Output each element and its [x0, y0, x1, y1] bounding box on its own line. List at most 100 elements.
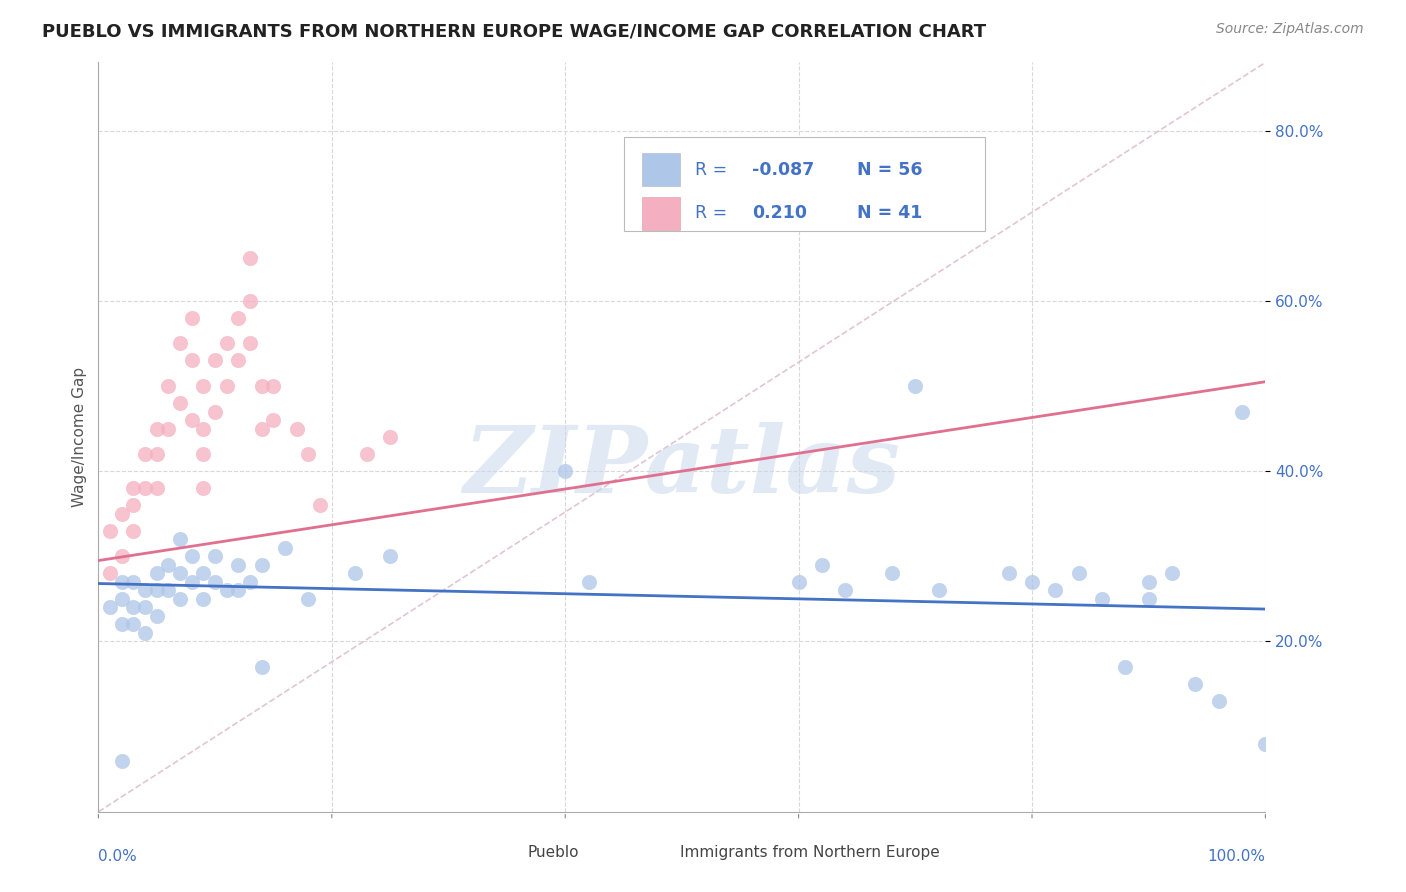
Point: [122, 574, 145, 589]
Text: R =: R =: [695, 204, 733, 222]
Point: [111, 617, 134, 632]
Point: [297, 591, 319, 606]
FancyBboxPatch shape: [494, 844, 522, 870]
Point: [1184, 677, 1206, 691]
Point: [111, 507, 134, 521]
Text: Immigrants from Northern Europe: Immigrants from Northern Europe: [679, 846, 939, 861]
Point: [380, 430, 402, 444]
Point: [204, 353, 226, 368]
Point: [169, 591, 191, 606]
Point: [215, 583, 238, 598]
Point: [146, 566, 169, 581]
Point: [146, 421, 169, 435]
Point: [180, 574, 202, 589]
Point: [134, 626, 156, 640]
Point: [262, 413, 284, 427]
Point: [134, 600, 156, 615]
Point: [122, 524, 145, 538]
Point: [1114, 660, 1136, 674]
Point: [356, 447, 378, 461]
Y-axis label: Wage/Income Gap: Wage/Income Gap: [72, 367, 87, 508]
Point: [134, 481, 156, 495]
Point: [111, 574, 134, 589]
Point: [169, 336, 191, 351]
Point: [285, 421, 308, 435]
Point: [228, 558, 250, 572]
Point: [380, 549, 402, 564]
Point: [122, 498, 145, 512]
Point: [146, 608, 169, 623]
Point: [146, 447, 169, 461]
Point: [111, 591, 134, 606]
Point: [146, 481, 169, 495]
Text: PUEBLO VS IMMIGRANTS FROM NORTHERN EUROPE WAGE/INCOME GAP CORRELATION CHART: PUEBLO VS IMMIGRANTS FROM NORTHERN EUROP…: [42, 22, 986, 40]
Point: [309, 498, 332, 512]
Point: [169, 566, 191, 581]
Point: [215, 336, 238, 351]
Point: [180, 549, 202, 564]
Point: [787, 574, 810, 589]
Point: [250, 660, 273, 674]
Point: [1137, 574, 1160, 589]
Point: [1208, 694, 1230, 708]
Point: [250, 558, 273, 572]
Point: [98, 600, 121, 615]
FancyBboxPatch shape: [643, 153, 679, 186]
Point: [204, 574, 226, 589]
Text: N = 56: N = 56: [858, 161, 922, 178]
Point: [997, 566, 1019, 581]
Point: [146, 583, 169, 598]
Point: [274, 541, 297, 555]
Point: [134, 583, 156, 598]
FancyBboxPatch shape: [643, 196, 679, 229]
Point: [204, 549, 226, 564]
Point: [554, 464, 576, 478]
Point: [193, 481, 215, 495]
Point: [157, 379, 180, 393]
Text: N = 41: N = 41: [858, 204, 922, 222]
Text: -0.087: -0.087: [752, 161, 814, 178]
Point: [157, 558, 180, 572]
Point: [169, 533, 191, 547]
Point: [834, 583, 856, 598]
Point: [239, 252, 262, 266]
Text: Source: ZipAtlas.com: Source: ZipAtlas.com: [1216, 22, 1364, 37]
Point: [928, 583, 950, 598]
Point: [1254, 737, 1277, 751]
Text: Pueblo: Pueblo: [527, 846, 579, 861]
Point: [122, 600, 145, 615]
Point: [250, 421, 273, 435]
Point: [880, 566, 903, 581]
Point: [262, 379, 284, 393]
Point: [193, 421, 215, 435]
Point: [1137, 591, 1160, 606]
Point: [157, 421, 180, 435]
Text: R =: R =: [695, 161, 733, 178]
Point: [1161, 566, 1184, 581]
Point: [180, 353, 202, 368]
Point: [122, 481, 145, 495]
Point: [122, 617, 145, 632]
Point: [98, 566, 121, 581]
Point: [193, 591, 215, 606]
Point: [1021, 574, 1043, 589]
Point: [239, 336, 262, 351]
FancyBboxPatch shape: [645, 844, 673, 870]
Point: [204, 404, 226, 418]
Point: [180, 310, 202, 325]
Text: 100.0%: 100.0%: [1208, 849, 1265, 864]
Point: [344, 566, 367, 581]
Point: [169, 396, 191, 410]
Point: [228, 353, 250, 368]
Point: [180, 413, 202, 427]
Point: [111, 754, 134, 768]
Point: [297, 447, 319, 461]
Text: ZIPatlas: ZIPatlas: [464, 422, 900, 512]
Point: [1067, 566, 1090, 581]
Point: [1045, 583, 1067, 598]
Point: [578, 574, 600, 589]
Point: [239, 574, 262, 589]
Point: [193, 447, 215, 461]
Point: [811, 558, 834, 572]
Point: [228, 583, 250, 598]
